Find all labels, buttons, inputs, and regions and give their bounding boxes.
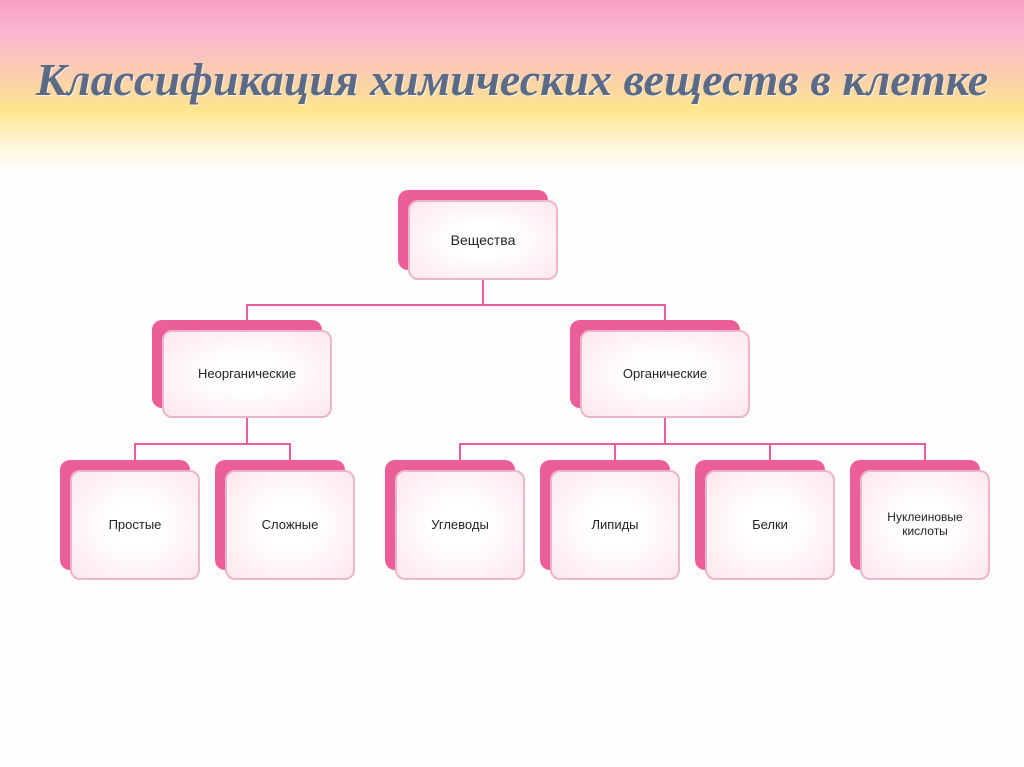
node-carb: Углеводы bbox=[395, 470, 525, 580]
node-org: Органические bbox=[580, 330, 750, 418]
node-root: Вещества bbox=[408, 200, 558, 280]
node-simple: Простые bbox=[70, 470, 200, 580]
node-complex: Сложные bbox=[225, 470, 355, 580]
node-inorg: Неорганические bbox=[162, 330, 332, 418]
node-lip: Липиды bbox=[550, 470, 680, 580]
node-nuc: Нуклеиновые кислоты bbox=[860, 470, 990, 580]
slide: Классификация химических веществ в клетк… bbox=[0, 0, 1024, 767]
slide-title: Классификация химических веществ в клетк… bbox=[0, 51, 1024, 109]
node-prot: Белки bbox=[705, 470, 835, 580]
